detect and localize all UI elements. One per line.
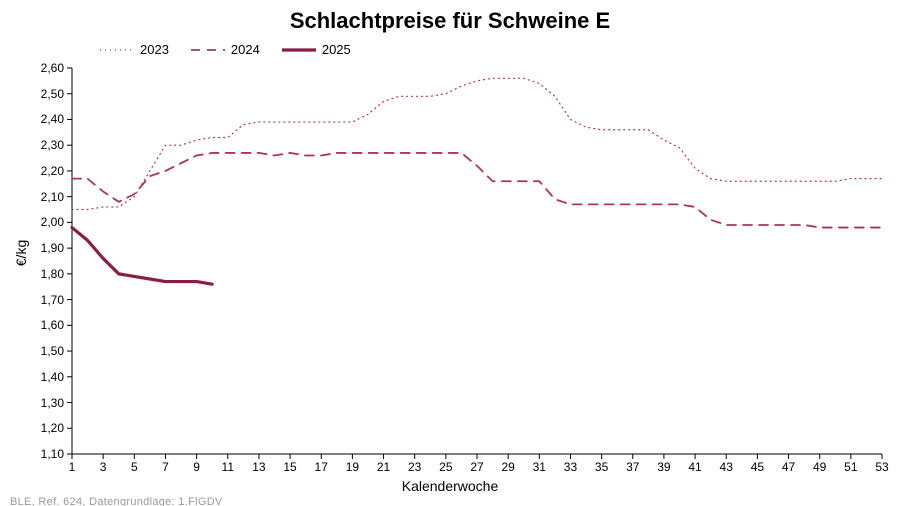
x-tick-label: 27: [465, 460, 489, 474]
y-tick-label: 2,10: [30, 190, 64, 204]
series-2024: [72, 153, 882, 228]
y-tick-label: 2,60: [30, 61, 64, 75]
legend: 2023 2024 2025: [100, 42, 351, 57]
x-tick-label: 29: [496, 460, 520, 474]
series-2025: [72, 228, 212, 285]
chart-title: Schlachtpreise für Schweine E: [0, 8, 900, 34]
x-tick-label: 51: [839, 460, 863, 474]
legend-swatch-2024: [191, 45, 225, 55]
x-tick-label: 33: [558, 460, 582, 474]
x-tick-label: 31: [527, 460, 551, 474]
y-tick-label: 1,50: [30, 344, 64, 358]
y-tick-label: 1,40: [30, 370, 64, 384]
legend-label-2024: 2024: [231, 42, 260, 57]
x-tick-label: 9: [185, 460, 209, 474]
y-tick-label: 2,40: [30, 112, 64, 126]
y-tick-label: 1,10: [30, 447, 64, 461]
x-tick-label: 17: [309, 460, 333, 474]
y-tick-label: 1,60: [30, 318, 64, 332]
x-tick-label: 43: [714, 460, 738, 474]
y-tick-label: 2,20: [30, 164, 64, 178]
legend-label-2023: 2023: [140, 42, 169, 57]
x-tick-label: 3: [91, 460, 115, 474]
legend-item-2024: 2024: [191, 42, 260, 57]
x-tick-label: 25: [434, 460, 458, 474]
x-tick-label: 37: [621, 460, 645, 474]
chart-container: Schlachtpreise für Schweine E 2023 2024 …: [0, 0, 900, 506]
x-axis-label: Kalenderwoche: [0, 478, 900, 494]
x-tick-label: 21: [372, 460, 396, 474]
legend-item-2023: 2023: [100, 42, 169, 57]
x-tick-label: 13: [247, 460, 271, 474]
y-tick-label: 2,00: [30, 215, 64, 229]
x-tick-label: 49: [808, 460, 832, 474]
legend-item-2025: 2025: [282, 42, 351, 57]
legend-swatch-2023: [100, 45, 134, 55]
y-tick-label: 2,50: [30, 87, 64, 101]
x-tick-label: 7: [153, 460, 177, 474]
x-tick-label: 5: [122, 460, 146, 474]
plot-area: [72, 68, 882, 454]
x-tick-label: 45: [745, 460, 769, 474]
x-tick-label: 19: [340, 460, 364, 474]
y-tick-label: 1,80: [30, 267, 64, 281]
y-tick-label: 2,30: [30, 138, 64, 152]
legend-label-2025: 2025: [322, 42, 351, 57]
x-tick-label: 53: [870, 460, 894, 474]
y-tick-label: 1,30: [30, 396, 64, 410]
x-tick-label: 23: [403, 460, 427, 474]
y-tick-label: 1,70: [30, 293, 64, 307]
x-tick-label: 47: [777, 460, 801, 474]
footer-text: BLE, Ref. 624, Datengrundlage: 1.FlGDV: [10, 496, 223, 506]
y-tick-label: 1,20: [30, 421, 64, 435]
y-axis-label: €/kg: [13, 240, 29, 266]
legend-swatch-2025: [282, 45, 316, 55]
x-tick-label: 11: [216, 460, 240, 474]
y-tick-label: 1,90: [30, 241, 64, 255]
x-tick-label: 41: [683, 460, 707, 474]
series-2023: [72, 78, 882, 209]
x-tick-label: 39: [652, 460, 676, 474]
x-tick-label: 15: [278, 460, 302, 474]
x-tick-label: 35: [590, 460, 614, 474]
x-tick-label: 1: [60, 460, 84, 474]
